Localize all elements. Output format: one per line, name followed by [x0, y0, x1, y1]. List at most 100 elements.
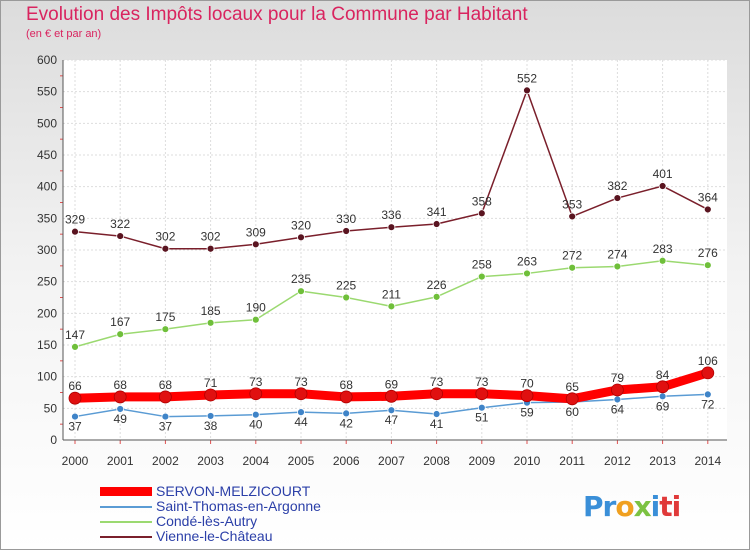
- data-point-cond-l-s-autry[interactable]: [703, 261, 712, 270]
- data-point-vienne-le-ch-teau[interactable]: [613, 194, 622, 202]
- y-tick-label: 450: [37, 148, 57, 162]
- data-point-vienne-le-ch-teau[interactable]: [71, 227, 79, 236]
- data-point-servon-melzicourt[interactable]: [339, 390, 353, 404]
- series-cond-l-s-autry: [71, 256, 712, 351]
- data-label-vienne-le-ch-teau: 330: [336, 212, 356, 226]
- data-label-saint-thomas-en-argonne: 51: [475, 411, 489, 425]
- data-label-saint-thomas-en-argonne: 49: [114, 412, 128, 426]
- legend-swatch-saint-thomas: [100, 506, 152, 508]
- data-point-servon-melzicourt[interactable]: [475, 387, 489, 401]
- legend-item-conde[interactable]: Condé-lès-Autry: [100, 514, 460, 529]
- data-point-servon-melzicourt[interactable]: [430, 387, 444, 401]
- data-label-vienne-le-ch-teau: 382: [607, 179, 627, 193]
- data-point-cond-l-s-autry[interactable]: [477, 272, 486, 281]
- data-point-vienne-le-ch-teau[interactable]: [523, 86, 531, 95]
- series-layer: [68, 86, 715, 421]
- data-point-servon-melzicourt[interactable]: [384, 389, 398, 403]
- data-label-servon-melzicourt: 73: [475, 375, 489, 389]
- data-point-cond-l-s-autry[interactable]: [251, 315, 260, 324]
- data-point-cond-l-s-autry[interactable]: [161, 325, 170, 334]
- data-label-saint-thomas-en-argonne: 60: [566, 405, 580, 419]
- data-point-cond-l-s-autry[interactable]: [613, 262, 622, 271]
- chart-subtitle: (en € et par an): [26, 28, 102, 40]
- logo-part-3: x: [633, 490, 652, 523]
- logo-part-2: o: [615, 490, 634, 523]
- data-point-servon-melzicourt[interactable]: [294, 387, 308, 401]
- data-point-cond-l-s-autry[interactable]: [342, 293, 351, 302]
- data-label-vienne-le-ch-teau: 336: [381, 208, 401, 222]
- data-point-servon-melzicourt[interactable]: [249, 387, 263, 401]
- data-point-servon-melzicourt[interactable]: [520, 389, 534, 403]
- data-label-servon-melzicourt: 73: [249, 375, 263, 389]
- data-label-saint-thomas-en-argonne: 42: [340, 416, 354, 430]
- data-point-saint-thomas-en-argonne[interactable]: [703, 390, 712, 399]
- data-label-saint-thomas-en-argonne: 37: [159, 420, 173, 434]
- data-point-saint-thomas-en-argonne[interactable]: [251, 410, 260, 419]
- legend-item-servon[interactable]: SERVON-MELZICOURT: [100, 484, 460, 499]
- logo-part-1: Pr: [583, 490, 616, 523]
- x-tick-label: 2001: [107, 454, 134, 468]
- data-label-cond-l-s-autry: 226: [427, 278, 447, 292]
- data-point-servon-melzicourt[interactable]: [701, 366, 715, 380]
- data-point-vienne-le-ch-teau[interactable]: [161, 244, 170, 253]
- data-label-servon-melzicourt: 66: [68, 379, 82, 393]
- data-point-cond-l-s-autry[interactable]: [432, 292, 441, 301]
- data-point-saint-thomas-en-argonne[interactable]: [206, 412, 215, 420]
- legend-item-saint-thomas[interactable]: Saint-Thomas-en-Argonne: [100, 499, 460, 514]
- y-tick-label: 250: [37, 275, 57, 289]
- data-point-cond-l-s-autry[interactable]: [387, 302, 396, 311]
- data-point-cond-l-s-autry[interactable]: [568, 263, 577, 272]
- data-label-cond-l-s-autry: 167: [110, 315, 130, 329]
- data-point-servon-melzicourt[interactable]: [565, 392, 579, 406]
- label-layer: 329 322 302 302 309 320 330 336 341 358 552 353 382 4…: [65, 71, 718, 433]
- x-tick-label: 2003: [197, 454, 224, 468]
- legend-item-vienne[interactable]: Vienne-le-Château: [100, 529, 460, 544]
- data-point-vienne-le-ch-teau[interactable]: [477, 209, 486, 218]
- data-label-vienne-le-ch-teau: 353: [562, 197, 582, 211]
- data-point-vienne-le-ch-teau[interactable]: [568, 212, 577, 221]
- data-label-servon-melzicourt: 68: [340, 378, 354, 392]
- data-point-saint-thomas-en-argonne[interactable]: [116, 405, 125, 413]
- data-point-cond-l-s-autry[interactable]: [116, 330, 125, 339]
- data-point-vienne-le-ch-teau[interactable]: [116, 232, 125, 240]
- data-point-vienne-le-ch-teau[interactable]: [387, 223, 396, 232]
- data-point-vienne-le-ch-teau[interactable]: [206, 244, 215, 253]
- data-point-vienne-le-ch-teau[interactable]: [251, 240, 260, 249]
- x-tick-label: 2011: [559, 454, 585, 468]
- data-label-vienne-le-ch-teau: 309: [246, 225, 266, 239]
- x-tick-label: 2002: [152, 454, 179, 468]
- legend-label-conde: Condé-lès-Autry: [156, 513, 258, 529]
- x-tick-label: 2014: [694, 454, 721, 468]
- data-point-saint-thomas-en-argonne[interactable]: [71, 412, 79, 421]
- x-tick-label: 2004: [242, 454, 269, 468]
- y-tick-label: 100: [37, 370, 57, 384]
- data-point-vienne-le-ch-teau[interactable]: [703, 205, 712, 214]
- data-label-servon-melzicourt: 73: [294, 375, 308, 389]
- data-point-servon-melzicourt[interactable]: [204, 388, 218, 402]
- data-point-cond-l-s-autry[interactable]: [71, 342, 79, 351]
- data-point-cond-l-s-autry[interactable]: [658, 256, 667, 265]
- x-tick-label: 2007: [378, 454, 405, 468]
- data-point-vienne-le-ch-teau[interactable]: [297, 233, 305, 242]
- data-point-vienne-le-ch-teau[interactable]: [658, 182, 667, 190]
- data-point-servon-melzicourt[interactable]: [611, 383, 624, 397]
- data-point-cond-l-s-autry[interactable]: [523, 269, 531, 278]
- axis-layer: 0 50 100 150 200 250 300 350 400 450 500 550 600 2000…: [37, 53, 727, 468]
- data-point-cond-l-s-autry[interactable]: [297, 287, 305, 296]
- y-tick-label: 200: [37, 306, 57, 320]
- data-point-saint-thomas-en-argonne[interactable]: [387, 406, 396, 415]
- data-point-vienne-le-ch-teau[interactable]: [432, 220, 441, 228]
- data-point-servon-melzicourt[interactable]: [158, 390, 172, 404]
- data-point-saint-thomas-en-argonne[interactable]: [342, 409, 351, 418]
- data-point-saint-thomas-en-argonne[interactable]: [432, 410, 441, 418]
- data-point-servon-melzicourt[interactable]: [656, 380, 669, 394]
- data-point-saint-thomas-en-argonne[interactable]: [297, 408, 305, 417]
- data-point-saint-thomas-en-argonne[interactable]: [477, 403, 486, 412]
- data-label-servon-melzicourt: 73: [430, 375, 444, 389]
- data-point-servon-melzicourt[interactable]: [68, 391, 82, 405]
- data-point-vienne-le-ch-teau[interactable]: [342, 227, 351, 235]
- data-point-servon-melzicourt[interactable]: [113, 390, 127, 404]
- data-point-saint-thomas-en-argonne[interactable]: [161, 412, 170, 421]
- data-point-cond-l-s-autry[interactable]: [206, 318, 215, 327]
- data-label-vienne-le-ch-teau: 329: [65, 213, 85, 227]
